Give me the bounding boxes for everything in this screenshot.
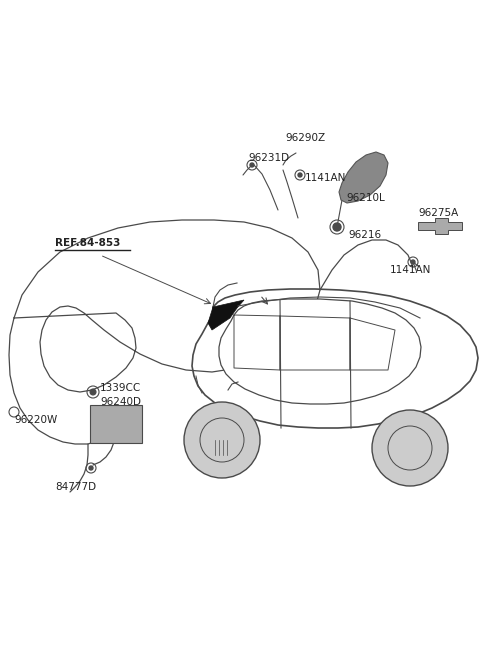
- Polygon shape: [208, 300, 244, 330]
- Circle shape: [184, 402, 260, 478]
- Polygon shape: [219, 299, 421, 404]
- Text: 96220W: 96220W: [14, 415, 57, 425]
- Text: 96231D: 96231D: [248, 153, 289, 163]
- Polygon shape: [192, 289, 478, 428]
- Circle shape: [372, 410, 448, 486]
- Circle shape: [298, 173, 302, 177]
- Text: 96290Z: 96290Z: [285, 133, 325, 143]
- Circle shape: [89, 466, 93, 470]
- Text: REF.84-853: REF.84-853: [55, 238, 120, 248]
- Text: 96275A: 96275A: [418, 208, 458, 218]
- Polygon shape: [339, 152, 388, 203]
- Circle shape: [333, 223, 341, 231]
- Text: 96240D: 96240D: [100, 397, 141, 407]
- Text: 1141AN: 1141AN: [305, 173, 347, 183]
- Circle shape: [250, 163, 254, 167]
- Circle shape: [411, 260, 415, 264]
- Text: 96210L: 96210L: [346, 193, 385, 203]
- Polygon shape: [418, 218, 462, 234]
- Circle shape: [90, 389, 96, 395]
- Text: 84777D: 84777D: [55, 482, 96, 492]
- Text: 1141AN: 1141AN: [390, 265, 432, 275]
- Text: 1339CC: 1339CC: [100, 383, 141, 393]
- Text: 96216: 96216: [348, 230, 381, 240]
- FancyBboxPatch shape: [90, 405, 142, 443]
